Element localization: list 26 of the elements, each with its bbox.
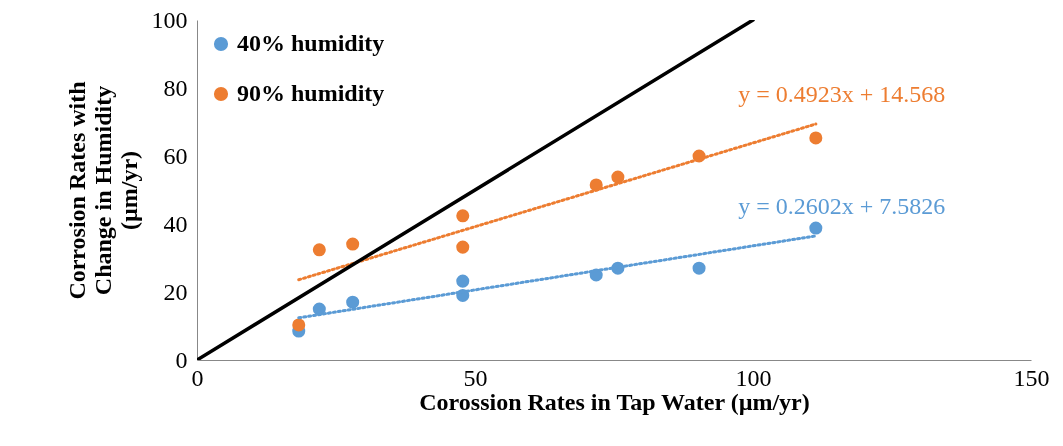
x-axis-title: Corossion Rates in Tap Water (µm/yr) xyxy=(419,388,810,415)
point xyxy=(692,261,706,275)
y-tick-label: 0 xyxy=(175,346,188,373)
point xyxy=(346,237,360,251)
point xyxy=(456,209,470,223)
y-tick-label: 20 xyxy=(163,278,188,305)
point xyxy=(292,318,306,332)
point xyxy=(611,170,625,184)
point xyxy=(456,274,470,288)
x-tick-label: 150 xyxy=(1013,364,1050,391)
legend-label: 40% humidity xyxy=(237,30,385,56)
point xyxy=(456,240,470,254)
point xyxy=(809,131,823,145)
x-tick-label: 100 xyxy=(735,364,772,391)
annotation: y = 0.4923x + 14.568 xyxy=(738,81,946,108)
point xyxy=(346,295,360,309)
y-tick-label: 80 xyxy=(163,74,188,101)
point xyxy=(809,221,823,235)
y-tick-label: 100 xyxy=(151,6,188,33)
y-axis-title: Corrosion Rates with Change in Humidity (µm/yr) xyxy=(63,81,142,300)
point xyxy=(312,243,326,257)
x-tick-label: 50 xyxy=(463,364,488,391)
y-tick-label: 60 xyxy=(163,142,188,169)
legend-label: 90% humidity xyxy=(237,80,385,106)
annotation: y = 0.2602x + 7.5826 xyxy=(738,192,946,219)
y-tick-label: 40 xyxy=(163,210,188,237)
